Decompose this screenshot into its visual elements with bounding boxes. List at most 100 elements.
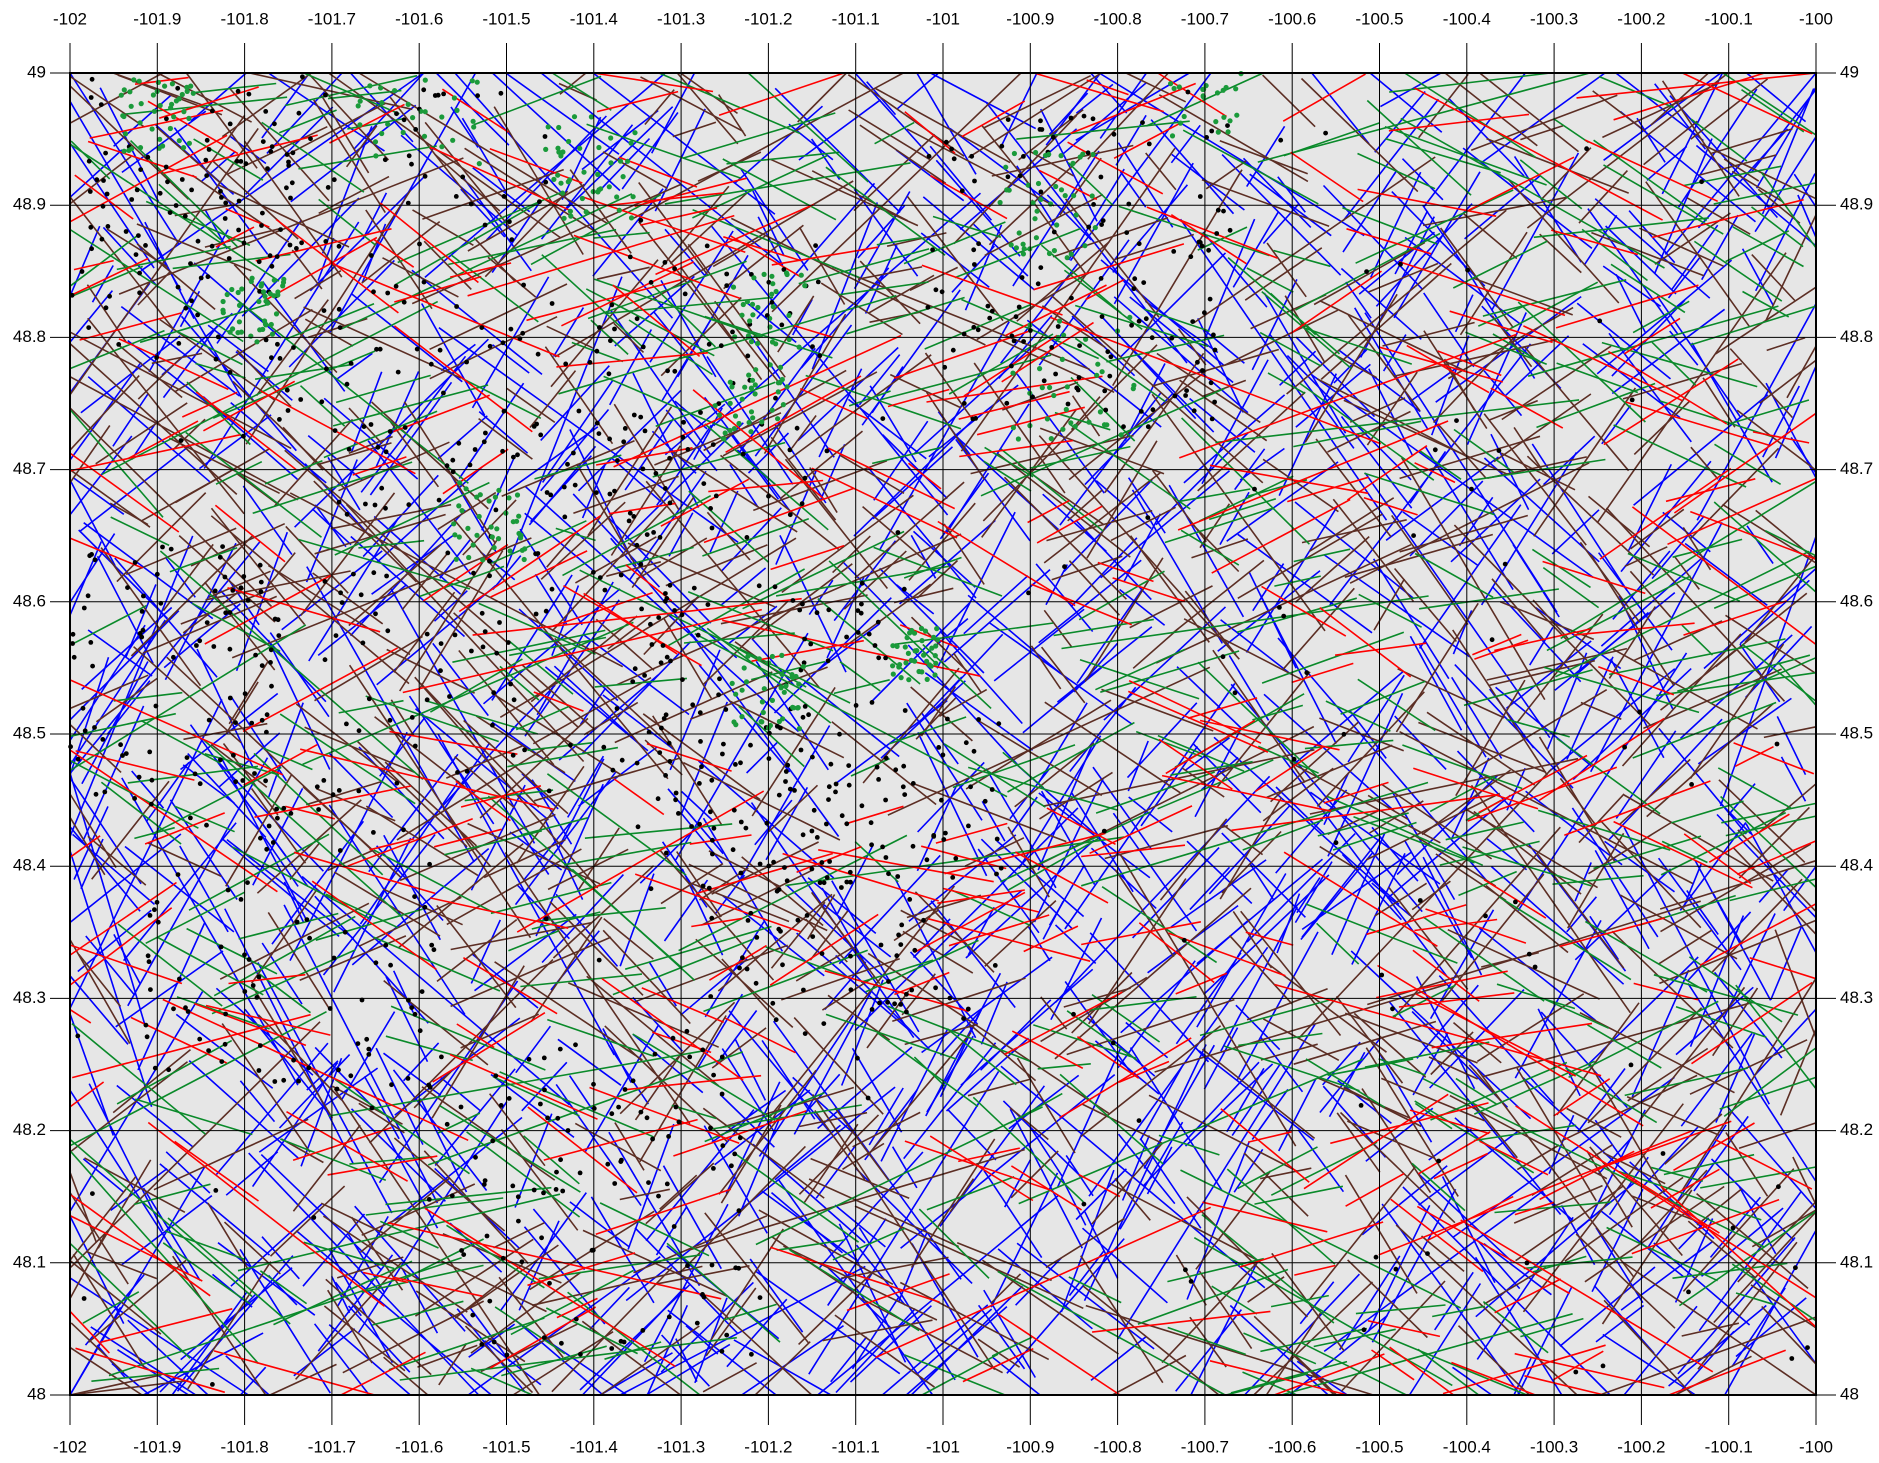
black-point-feature [337, 848, 343, 853]
brown-line-feature [393, 1137, 506, 1232]
blue-line-feature [1416, 984, 1479, 1059]
black-point-feature [356, 728, 362, 734]
green-line-feature [1681, 624, 1714, 656]
red-line-feature [433, 828, 502, 848]
green-line-feature [176, 996, 270, 1030]
black-point-feature [105, 224, 111, 229]
black-point-feature [264, 712, 270, 718]
green-line-feature [388, 1317, 545, 1371]
blue-line-feature [912, 530, 976, 588]
green-line-feature [191, 82, 277, 94]
black-point-feature [985, 303, 991, 309]
green-point-feature [729, 680, 735, 687]
brown-line-feature [342, 1300, 485, 1374]
brown-line-feature [460, 1013, 540, 1049]
brown-line-feature [1346, 1120, 1436, 1160]
green-point-feature [521, 556, 527, 563]
green-line-feature [1719, 1076, 1817, 1110]
red-line-feature [69, 749, 278, 893]
red-line-feature [1376, 970, 1508, 999]
black-point-feature [267, 253, 273, 259]
black-point-feature [710, 442, 716, 447]
black-point-feature [989, 308, 995, 314]
blue-line-feature [973, 223, 1029, 277]
brown-line-feature [990, 1273, 1022, 1304]
green-line-feature [303, 1241, 395, 1270]
brown-line-feature [1601, 1189, 1693, 1325]
brown-line-feature [809, 467, 838, 514]
green-point-feature [903, 660, 909, 666]
longitude-tick-label: -100 [1799, 9, 1833, 28]
green-point-feature [616, 207, 622, 213]
brown-line-feature [1779, 1028, 1817, 1116]
green-point-feature [1234, 112, 1240, 118]
black-point-feature [274, 806, 279, 812]
brown-line-feature [717, 893, 833, 992]
black-point-feature [1004, 400, 1010, 406]
green-point-feature [457, 480, 463, 486]
blue-line-feature [1576, 302, 1672, 380]
black-point-feature [1053, 371, 1058, 377]
red-line-feature [1239, 1221, 1384, 1268]
brown-line-feature [386, 648, 475, 694]
red-line-feature [944, 832, 1106, 875]
black-point-feature [269, 263, 275, 269]
black-point-feature [1208, 380, 1214, 386]
brown-line-feature [112, 1048, 192, 1114]
black-point-feature [334, 1086, 340, 1092]
blue-line-feature [1429, 989, 1525, 1089]
red-line-feature [1245, 931, 1294, 946]
black-point-feature [422, 173, 428, 179]
blue-line-feature [1340, 267, 1422, 340]
green-point-feature [181, 109, 187, 115]
red-line-feature [369, 838, 415, 851]
green-line-feature [1157, 734, 1245, 772]
green-line-feature [932, 215, 1002, 238]
black-point-feature [253, 652, 258, 658]
green-line-feature [185, 431, 322, 538]
brown-line-feature [70, 1322, 125, 1374]
blue-line-feature [1252, 563, 1285, 612]
longitude-tick-label: -100.8 [1093, 9, 1141, 28]
brown-line-feature [1659, 859, 1817, 910]
green-point-feature [122, 131, 129, 137]
black-point-feature [394, 780, 400, 786]
brown-line-feature [640, 76, 744, 133]
black-point-feature [260, 210, 265, 216]
black-point-feature [1496, 448, 1502, 453]
black-point-feature [876, 777, 881, 782]
brown-line-feature [1488, 659, 1595, 687]
blue-line-feature [239, 1080, 276, 1123]
brown-line-feature [1732, 847, 1817, 935]
red-line-feature [1303, 1093, 1449, 1190]
black-point-feature [227, 695, 233, 701]
brown-line-feature [1201, 178, 1330, 227]
green-line-feature [1040, 244, 1122, 314]
green-line-feature [204, 753, 280, 776]
black-point-feature [344, 381, 350, 387]
blue-line-feature [383, 1129, 439, 1229]
blue-line-feature [314, 504, 347, 548]
green-line-feature [69, 265, 144, 298]
green-point-feature [933, 660, 939, 666]
black-point-feature [491, 1339, 497, 1345]
black-point-feature [801, 660, 807, 666]
green-point-feature [779, 671, 785, 678]
blue-line-feature [665, 409, 718, 472]
brown-line-feature [1262, 74, 1316, 128]
black-point-feature [846, 782, 852, 788]
green-line-feature [1482, 1300, 1549, 1354]
blue-line-feature [1522, 1077, 1630, 1177]
green-point-feature [236, 319, 242, 325]
black-point-feature [719, 1091, 725, 1097]
black-point-feature [865, 1095, 871, 1101]
green-point-feature [474, 532, 480, 538]
black-point-feature [1136, 1118, 1142, 1123]
brown-line-feature [1626, 1095, 1720, 1136]
brown-line-feature [168, 437, 280, 495]
red-line-feature [147, 1121, 385, 1307]
blue-line-feature [1068, 168, 1125, 261]
black-point-feature [700, 1047, 706, 1053]
blue-line-feature [189, 308, 243, 398]
